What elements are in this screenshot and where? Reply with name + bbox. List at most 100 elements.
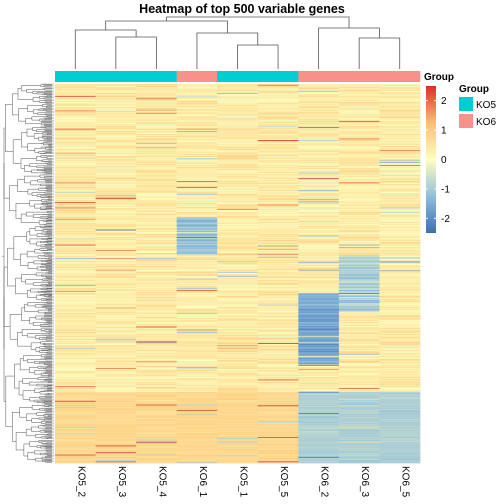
dendrogram-link [41, 355, 52, 357]
group-legend-title: Group [459, 84, 489, 95]
dendrogram-link [47, 221, 52, 222]
dendrogram-link [45, 98, 52, 99]
dendrogram-link [47, 137, 52, 138]
dendrogram-link [45, 89, 52, 91]
column-label: KO5_3 [116, 466, 127, 498]
dendrogram-link [116, 37, 157, 69]
dendrogram-link [45, 379, 52, 380]
heatmap-cell [298, 462, 339, 463]
dendrogram-link [47, 201, 52, 202]
group-annotation-cell [217, 71, 258, 82]
dendrogram-link [44, 129, 52, 130]
dendrogram-link [27, 251, 38, 257]
dendrogram-link [45, 255, 52, 256]
dendrogram-link [27, 232, 30, 242]
dendrogram-link [48, 324, 52, 325]
dendrogram-link [40, 119, 52, 121]
dendrogram-link [49, 270, 52, 271]
dendrogram-link [26, 280, 43, 284]
heatmap-cell [379, 462, 420, 463]
dendrogram-link [47, 388, 52, 389]
color-scale-tick-label: 0 [441, 155, 447, 166]
dendrogram-link [47, 172, 52, 173]
dendrogram-link [7, 248, 15, 286]
dendrogram-link [33, 97, 40, 101]
dendrogram-link [75, 30, 136, 69]
dendrogram-link [40, 324, 52, 326]
dendrogram-link [48, 350, 52, 351]
dendrogram-link [46, 337, 52, 338]
dendrogram-link [45, 244, 52, 245]
dendrogram-link [41, 245, 52, 247]
dendrogram-link [48, 116, 52, 117]
dendrogram-link [45, 457, 52, 458]
dendrogram-link [35, 249, 48, 253]
dendrogram-link [22, 329, 41, 335]
dendrogram-link [41, 342, 52, 344]
dendrogram-link [49, 147, 52, 148]
dendrogram-link [46, 447, 52, 448]
dendrogram-link [46, 187, 52, 188]
legend-label-ko5: KO5 [476, 100, 496, 111]
dendrogram-link [46, 185, 52, 186]
heatmap-cell [258, 462, 299, 463]
dendrogram-link [36, 458, 43, 461]
dendrogram-link [39, 350, 47, 352]
dendrogram-link [41, 123, 52, 125]
dendrogram-link [30, 239, 42, 244]
dendrogram-link [47, 239, 52, 240]
dendrogram-link [48, 218, 52, 219]
chart-title: Heatmap of top 500 variable genes [139, 2, 345, 16]
dendrogram-link [26, 212, 48, 216]
dendrogram-link [49, 296, 52, 297]
dendrogram-link [32, 193, 45, 196]
dendrogram-link [46, 181, 52, 182]
dendrogram-link [45, 114, 52, 115]
dendrogram-link [30, 318, 36, 324]
dendrogram-link [47, 242, 52, 243]
group-annotation-cell [258, 71, 299, 82]
dendrogram-link [45, 86, 52, 87]
dendrogram-link [44, 346, 52, 347]
dendrogram-link [45, 319, 52, 320]
dendrogram-link [49, 272, 52, 273]
dendrogram-link [48, 197, 52, 198]
dendrogram-link [49, 333, 52, 334]
dendrogram-link [48, 280, 52, 281]
dendrogram-link [47, 163, 52, 164]
dendrogram-link [47, 204, 52, 205]
dendrogram-link [46, 206, 52, 207]
column-label: KO5_5 [278, 466, 289, 498]
dendrogram-link [49, 214, 52, 215]
dendrogram-link [36, 347, 40, 351]
dendrogram-link [49, 331, 52, 332]
dendrogram-link [46, 234, 52, 235]
dendrogram-link [48, 161, 52, 162]
dendrogram-link [48, 434, 52, 435]
dendrogram-link [44, 140, 52, 141]
dendrogram-link [106, 21, 228, 33]
dendrogram-link [18, 88, 33, 99]
dendrogram-link [44, 410, 52, 411]
dendrogram-link [30, 181, 40, 185]
dendrogram-link [48, 252, 52, 254]
dendrogram-link [45, 192, 52, 193]
group-annotation-cell [298, 71, 339, 82]
dendrogram-link [12, 94, 18, 115]
dendrogram-link [18, 179, 28, 191]
dendrogram-link [47, 352, 52, 353]
heatmap-cell [177, 462, 218, 463]
dendrogram-link [28, 262, 37, 268]
dendrogram-link [40, 175, 52, 177]
dendrogram-link [24, 444, 30, 456]
dendrogram-link [38, 180, 46, 182]
dendrogram-link [46, 307, 52, 308]
dendrogram-link [45, 170, 52, 171]
legend-swatch-ko5 [459, 97, 473, 111]
dendrogram-link [45, 227, 52, 228]
dendrogram-link [20, 407, 33, 417]
dendrogram-link [48, 438, 52, 439]
dendrogram-link [30, 201, 42, 207]
dendrogram-link [48, 310, 52, 311]
dendrogram-link [48, 236, 52, 237]
